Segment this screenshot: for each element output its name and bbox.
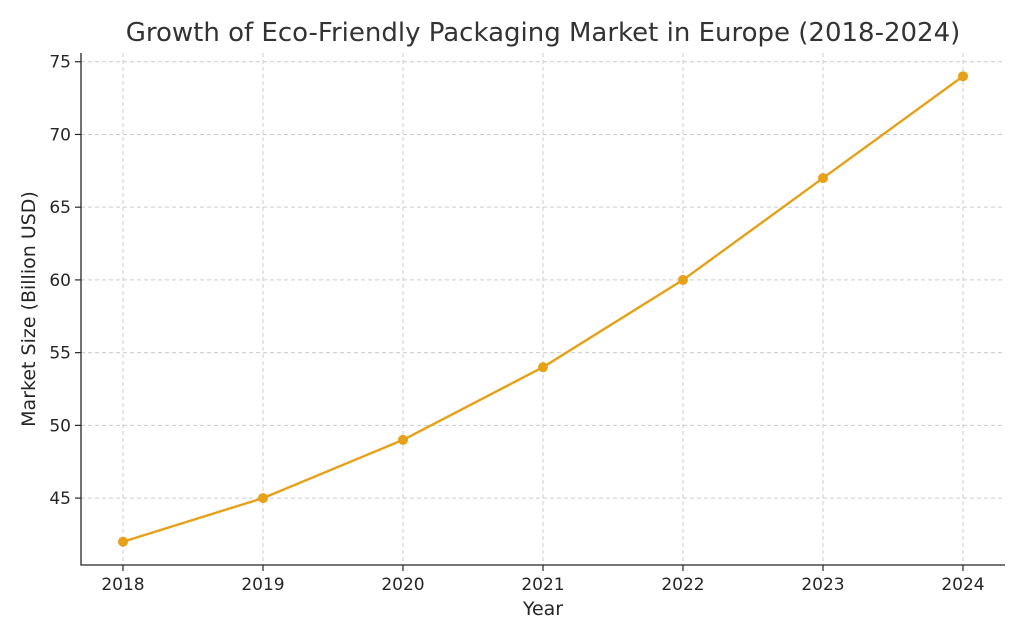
grid-lines (81, 53, 1005, 565)
x-tick-label: 2023 (801, 575, 844, 595)
x-tick-label: 2024 (941, 575, 984, 595)
x-tick-label: 2019 (241, 575, 284, 595)
x-tick-label: 2020 (381, 575, 424, 595)
series-layer (118, 71, 968, 547)
data-point (258, 493, 268, 504)
x-tick-label: 2021 (521, 575, 564, 595)
y-tick-label: 55 (49, 344, 71, 364)
data-point (678, 274, 688, 285)
data-point (538, 362, 548, 373)
y-tick-label: 50 (49, 416, 71, 436)
x-tick-label: 2022 (661, 575, 704, 595)
y-tick-label: 75 (49, 53, 71, 73)
y-tick-label: 70 (49, 125, 71, 145)
axes (80, 53, 1005, 566)
y-tick-label: 45 (49, 489, 71, 509)
y-axis-ticks: 45 50 55 60 65 70 75 (49, 53, 81, 509)
x-axis-ticks: 2018 2019 2020 2021 2022 2023 2024 (101, 565, 985, 595)
x-tick-label: 2018 (101, 575, 144, 595)
y-tick-label: 60 (49, 271, 71, 291)
chart-title: Growth of Eco-Friendly Packaging Market … (126, 18, 961, 48)
axes-frame (80, 53, 1005, 566)
y-tick-label: 65 (49, 198, 71, 218)
x-axis-label: Year (522, 598, 563, 620)
data-point (818, 173, 828, 184)
data-point (398, 434, 408, 445)
data-point (118, 536, 128, 547)
y-axis-label: Market Size (Billion USD) (18, 191, 40, 427)
data-point (958, 71, 968, 82)
